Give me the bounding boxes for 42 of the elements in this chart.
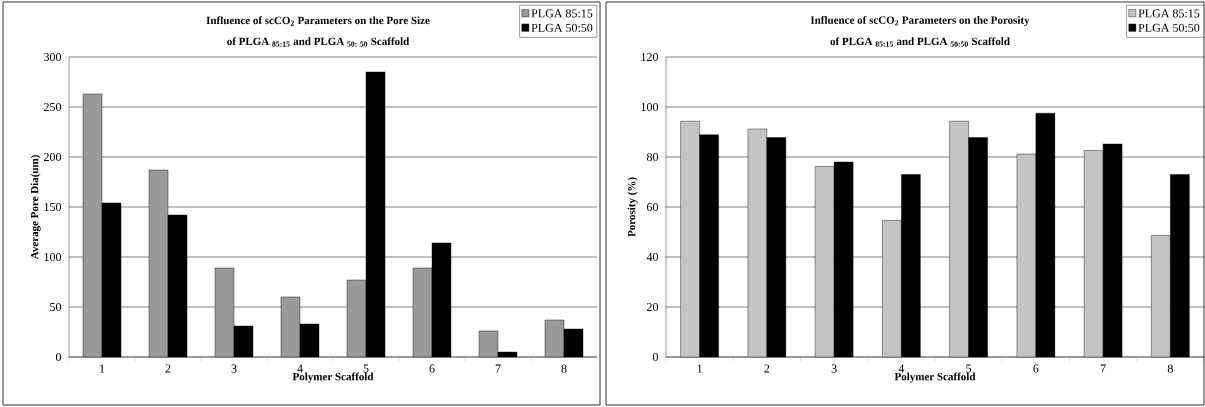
x-tick-label: 3 [831,364,837,373]
x-tick-label: 7 [1100,364,1106,373]
x-tick-label: 5 [966,364,972,373]
x-tick-label: 4 [297,364,303,373]
x-tick-label: 8 [1167,364,1173,373]
x-tick-label: 2 [165,364,171,373]
legend-label: PLGA 85:15 [531,9,593,18]
y-axis-title: Porosity (%) [627,177,638,237]
x-axis-title: Polymer Scaffold [292,372,374,383]
x-tick-label: 5 [363,364,369,373]
y-tick-label: 300 [44,52,62,62]
legend-label: PLGA 50:50 [1138,23,1200,32]
x-tick-label: 7 [495,364,501,373]
x-tick-label: 6 [429,364,435,373]
y-tick-label: 200 [44,152,62,162]
x-axis-title: Polymer Scaffold [894,372,976,383]
y-tick-label: 80 [646,152,659,162]
x-tick-label: 4 [898,364,905,373]
y-tick-label: 120 [641,52,659,62]
y-tick-label: 100 [641,102,659,112]
y-tick-label: 50 [50,302,62,312]
x-tick-label: 1 [100,364,105,373]
chart-title: Influence of scCO$_{2}$ Parameters on the Porosity [810,15,1030,27]
chart-subtitle: of PLGA $_{85:15}$ and PLGA $_{50: 50}$ Scaffold [227,37,410,47]
legend-label: PLGA 85:15 [1138,9,1200,18]
x-tick-label: 8 [561,364,567,373]
legend-label: PLGA 50:50 [531,23,593,32]
y-tick-label: 60 [646,202,659,212]
y-tick-label: 150 [44,202,62,212]
x-tick-label: 1 [697,364,702,373]
y-axis-title: Average Pore Dia(um) [30,155,41,260]
y-tick-label: 20 [647,302,659,312]
y-tick-label: 250 [44,102,62,112]
x-tick-label: 3 [231,364,237,373]
y-tick-label: 0 [652,352,659,362]
x-tick-label: 6 [1033,364,1039,373]
chart-subtitle: of PLGA $_{85:15}$ and PLGA $_{50:50}$ Scaffold [830,37,1010,47]
x-tick-label: 2 [764,364,770,373]
y-tick-label: 40 [646,252,659,262]
chart-title: Influence of scCO$_{2}$ Parameters on the Pore Size [206,16,430,26]
y-tick-label: 100 [44,252,62,262]
y-tick-label: 0 [55,352,62,362]
